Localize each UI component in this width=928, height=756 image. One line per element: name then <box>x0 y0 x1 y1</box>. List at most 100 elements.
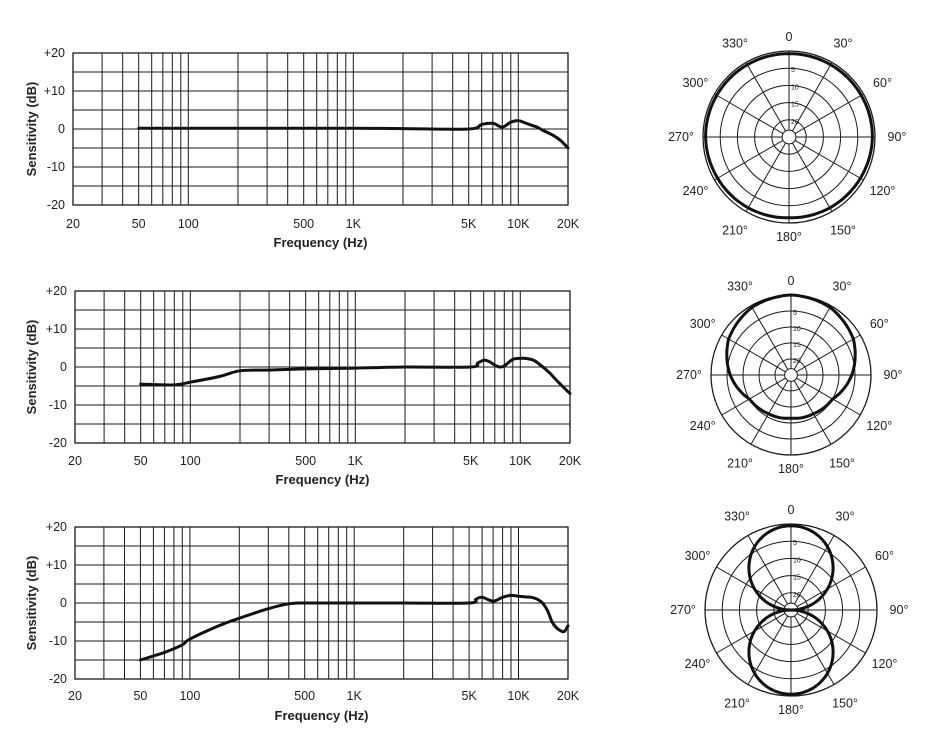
angle-label: 300° <box>690 317 716 331</box>
ring-label: 5 <box>793 540 797 547</box>
polar-spoke <box>793 305 832 370</box>
angle-label: 30° <box>834 37 853 51</box>
polar-pattern-chart-3: 5 10 15 20 0 30° 60° 90° 120° 150° 180° 210° 240° 270… <box>670 503 908 717</box>
y-tick-label: 0 <box>60 360 67 374</box>
polar-spoke <box>716 612 786 654</box>
ring-label: 5 <box>791 67 795 74</box>
y-axis-label: Sensitivity (dB) <box>24 556 39 651</box>
y-tick-label: +10 <box>46 558 67 572</box>
x-tick-label: 500 <box>293 217 314 231</box>
y-tick-label: -10 <box>47 160 65 174</box>
angle-label: 60° <box>875 549 894 563</box>
x-tick-label: 500 <box>295 454 316 468</box>
angle-label: 120° <box>870 184 896 198</box>
plot-frame <box>74 290 571 444</box>
polar-spoke <box>745 142 787 212</box>
y-tick-label: +20 <box>46 520 67 534</box>
x-tick-label: 5K <box>463 454 479 468</box>
angle-label: 300° <box>683 76 709 90</box>
y-tick-label: -20 <box>49 436 67 450</box>
polar-center-ring <box>781 129 797 145</box>
y-axis-label: Sensitivity (dB) <box>24 82 39 177</box>
polar-spoke <box>721 377 786 416</box>
angle-label: 270° <box>676 368 702 382</box>
polar-spoke <box>796 377 861 416</box>
polar-spoke <box>796 612 866 654</box>
polar-pattern-curve <box>704 52 874 220</box>
y-tick-label: +20 <box>44 46 65 60</box>
angle-label: 240° <box>690 419 716 433</box>
polar-center-ring <box>784 368 798 382</box>
x-axis-label: Frequency (Hz) <box>274 235 368 250</box>
angle-label: 30° <box>836 510 855 524</box>
polar-spoke <box>796 566 866 608</box>
ring-label: 10 <box>793 557 801 564</box>
angle-label: 180° <box>778 462 804 476</box>
y-tick-label: 0 <box>60 596 67 610</box>
x-tick-label: 100 <box>178 217 199 231</box>
x-tick-label: 20 <box>66 217 80 231</box>
angle-label: 300° <box>685 549 711 563</box>
angle-label: 210° <box>727 456 753 470</box>
plot-frame <box>74 526 569 680</box>
polar-spoke <box>714 93 784 135</box>
ring-label: 20 <box>793 358 801 365</box>
x-tick-label: 1K <box>347 689 363 703</box>
angle-label: 180° <box>776 230 802 244</box>
x-tick-label: 500 <box>294 689 315 703</box>
ring-label: 5 <box>793 310 797 317</box>
angle-label: 270° <box>670 603 696 617</box>
ring-label: 15 <box>791 102 799 109</box>
polar-pattern-curve <box>725 293 857 420</box>
x-tick-label: 1K <box>346 217 362 231</box>
y-tick-label: -20 <box>49 672 67 686</box>
polar-spoke <box>791 142 833 212</box>
angle-label: 210° <box>724 697 750 711</box>
ring-label: 10 <box>793 326 801 333</box>
polar-pattern-chart-2: 5 10 15 20 0 30° 60° 90° 120° 150° 180° 210° 240° 270… <box>676 274 902 476</box>
response-curve <box>139 356 572 396</box>
angle-label: 60° <box>870 317 889 331</box>
y-tick-label: -20 <box>47 198 65 212</box>
angle-label: 90° <box>890 603 909 617</box>
angle-label: 120° <box>872 657 898 671</box>
polar-spoke <box>716 566 786 608</box>
x-tick-label: 50 <box>132 217 146 231</box>
x-tick-label: 20 <box>68 689 82 703</box>
polar-spoke <box>750 305 789 370</box>
x-tick-label: 10K <box>507 217 530 231</box>
y-tick-label: +10 <box>44 84 65 98</box>
x-tick-label: 20K <box>557 689 580 703</box>
angle-label: 330° <box>722 37 748 51</box>
ring-label: 20 <box>793 592 801 599</box>
plot-frame <box>72 52 569 206</box>
angle-label: 120° <box>866 419 892 433</box>
angle-label: 150° <box>830 224 856 238</box>
polar-spoke <box>794 93 864 135</box>
polar-spoke <box>714 139 784 181</box>
x-tick-label: 100 <box>180 454 201 468</box>
polar-spoke <box>721 334 786 373</box>
polar-spoke <box>796 334 861 373</box>
x-tick-label: 1K <box>348 454 364 468</box>
polar-pattern-curve <box>747 524 835 696</box>
x-tick-label: 50 <box>134 454 148 468</box>
polar-spoke <box>793 380 832 445</box>
angle-label: 30° <box>833 280 852 294</box>
ring-label: 10 <box>791 84 799 91</box>
x-tick-label: 10K <box>509 454 532 468</box>
response-curve <box>138 593 570 662</box>
angle-label: 0 <box>786 30 793 44</box>
angle-label: 0 <box>788 274 795 288</box>
angle-label: 90° <box>888 130 907 144</box>
angle-label: 330° <box>724 510 750 524</box>
x-tick-label: 10K <box>507 689 530 703</box>
y-tick-label: -10 <box>49 398 67 412</box>
angle-label: 330° <box>727 280 753 294</box>
x-tick-label: 20 <box>68 454 82 468</box>
y-tick-label: +10 <box>46 322 67 336</box>
